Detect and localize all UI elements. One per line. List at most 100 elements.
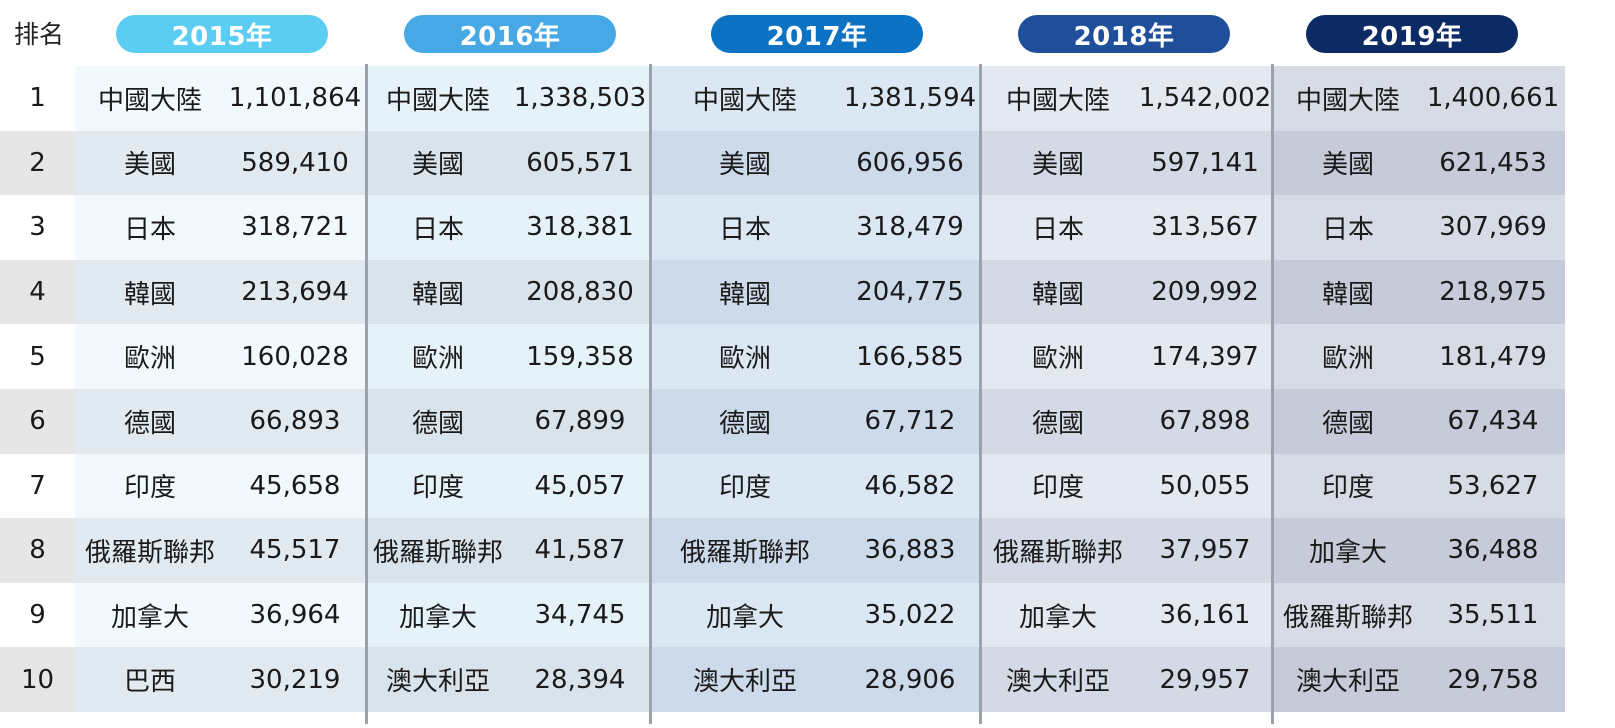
country-cell: 歐洲 [363,324,513,389]
country-cell: 歐洲 [983,324,1133,389]
country-cell: 日本 [670,195,820,260]
country-cell: 中國大陸 [1273,66,1423,131]
value-cell: 67,899 [510,389,650,454]
year-header-pill: 2015年 [116,15,328,53]
value-cell: 28,394 [510,647,650,712]
value-cell: 67,898 [1135,389,1275,454]
value-cell: 209,992 [1135,260,1275,325]
rank-number: 4 [0,260,75,325]
country-cell: 韓國 [670,260,820,325]
value-cell: 41,587 [510,518,650,583]
value-cell: 159,358 [510,324,650,389]
value-cell: 606,956 [840,131,980,196]
country-cell: 美國 [670,131,820,196]
value-cell: 45,658 [225,454,365,519]
value-cell: 597,141 [1135,131,1275,196]
country-cell: 日本 [983,195,1133,260]
value-cell: 208,830 [510,260,650,325]
value-cell: 50,055 [1135,454,1275,519]
value-cell: 67,434 [1423,389,1563,454]
value-cell: 1,381,594 [840,66,980,131]
country-cell: 日本 [363,195,513,260]
rank-number: 7 [0,454,75,519]
value-cell: 36,161 [1135,583,1275,648]
value-cell: 29,758 [1423,647,1563,712]
country-cell: 加拿大 [1273,518,1423,583]
rank-number: 9 [0,583,75,648]
value-cell: 28,906 [840,647,980,712]
country-cell: 加拿大 [75,583,225,648]
country-cell: 歐洲 [1273,324,1423,389]
value-cell: 605,571 [510,131,650,196]
country-cell: 歐洲 [75,324,225,389]
value-cell: 213,694 [225,260,365,325]
value-cell: 621,453 [1423,131,1563,196]
country-cell: 日本 [1273,195,1423,260]
value-cell: 318,479 [840,195,980,260]
country-cell: 印度 [75,454,225,519]
value-cell: 35,022 [840,583,980,648]
country-cell: 俄羅斯聯邦 [1273,583,1423,648]
country-cell: 俄羅斯聯邦 [983,518,1133,583]
country-cell: 德國 [670,389,820,454]
value-cell: 66,893 [225,389,365,454]
rank-number: 10 [0,647,75,712]
country-cell: 加拿大 [363,583,513,648]
value-cell: 589,410 [225,131,365,196]
rank-number: 8 [0,518,75,583]
value-cell: 1,542,002 [1135,66,1275,131]
country-cell: 美國 [75,131,225,196]
value-cell: 36,964 [225,583,365,648]
country-cell: 中國大陸 [983,66,1133,131]
value-cell: 160,028 [225,324,365,389]
rank-header: 排名 [0,0,78,66]
country-cell: 澳大利亞 [1273,647,1423,712]
country-cell: 日本 [75,195,225,260]
country-cell: 美國 [983,131,1133,196]
value-cell: 34,745 [510,583,650,648]
country-cell: 德國 [363,389,513,454]
country-cell: 韓國 [983,260,1133,325]
country-cell: 韓國 [363,260,513,325]
value-cell: 37,957 [1135,518,1275,583]
year-header-pill: 2019年 [1306,15,1518,53]
year-header-pill: 2018年 [1018,15,1230,53]
year-header-pill: 2017年 [711,15,923,53]
country-cell: 澳大利亞 [983,647,1133,712]
country-cell: 印度 [983,454,1133,519]
value-cell: 181,479 [1423,324,1563,389]
country-cell: 印度 [1273,454,1423,519]
country-cell: 加拿大 [670,583,820,648]
country-cell: 韓國 [75,260,225,325]
value-cell: 1,338,503 [510,66,650,131]
rank-number: 6 [0,389,75,454]
value-cell: 46,582 [840,454,980,519]
country-cell: 德國 [1273,389,1423,454]
value-cell: 204,775 [840,260,980,325]
country-cell: 巴西 [75,647,225,712]
value-cell: 318,381 [510,195,650,260]
country-cell: 歐洲 [670,324,820,389]
country-cell: 美國 [1273,131,1423,196]
country-cell: 加拿大 [983,583,1133,648]
country-cell: 中國大陸 [363,66,513,131]
value-cell: 53,627 [1423,454,1563,519]
country-cell: 澳大利亞 [363,647,513,712]
value-cell: 1,101,864 [225,66,365,131]
value-cell: 35,511 [1423,583,1563,648]
value-cell: 218,975 [1423,260,1563,325]
rank-number: 1 [0,66,75,131]
country-cell: 俄羅斯聯邦 [670,518,820,583]
value-cell: 45,517 [225,518,365,583]
country-cell: 俄羅斯聯邦 [363,518,513,583]
country-cell: 韓國 [1273,260,1423,325]
value-cell: 45,057 [510,454,650,519]
rank-number: 3 [0,195,75,260]
value-cell: 30,219 [225,647,365,712]
value-cell: 166,585 [840,324,980,389]
value-cell: 1,400,661 [1423,66,1563,131]
country-cell: 中國大陸 [670,66,820,131]
rank-number: 2 [0,131,75,196]
country-cell: 印度 [670,454,820,519]
